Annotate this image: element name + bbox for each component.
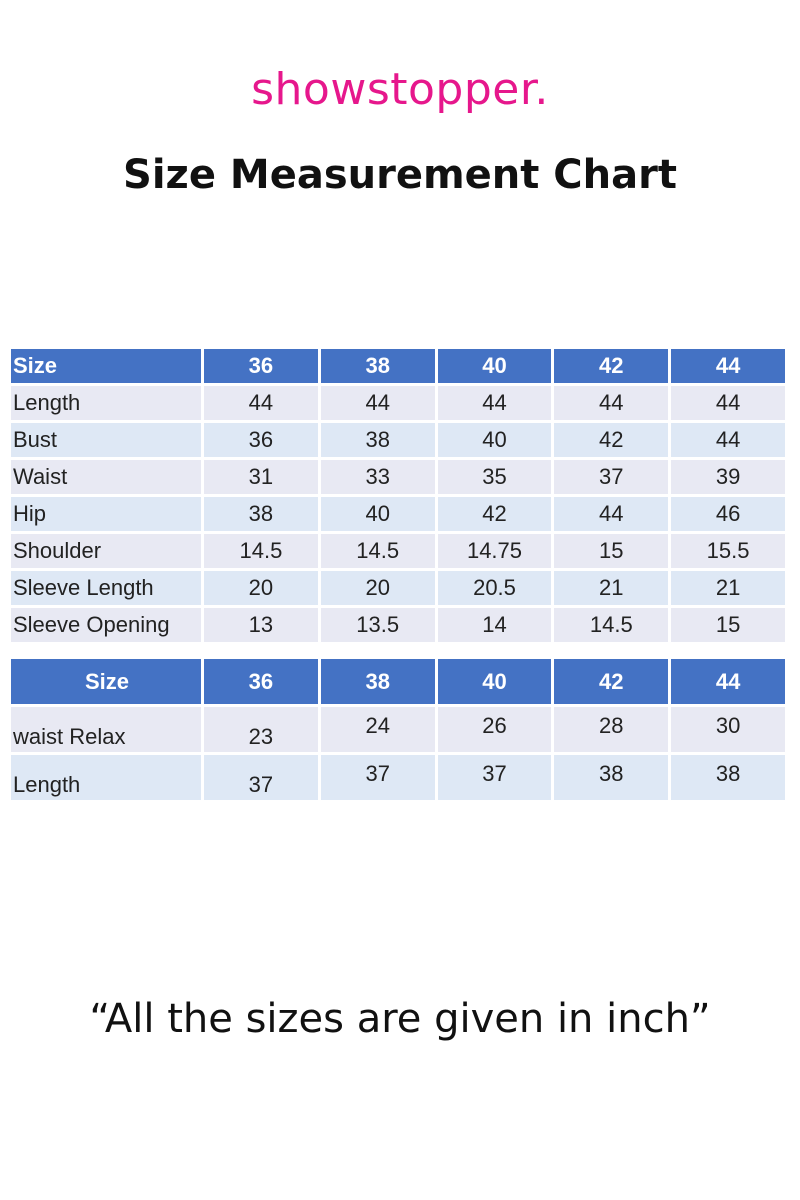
table-cell: 40 — [320, 497, 435, 531]
table-cell: 26 — [437, 707, 552, 752]
table-cell: 24 — [320, 707, 435, 752]
table-cell: 44 — [671, 659, 785, 704]
table-cell: 31 — [204, 460, 318, 494]
table-cell: 40 — [437, 423, 552, 457]
table-cell: 33 — [320, 460, 435, 494]
table-cell: 14.5 — [204, 534, 318, 568]
page-title: Size Measurement Chart — [123, 152, 677, 198]
table-header-row: Size 36 38 40 42 44 — [11, 659, 785, 704]
table-cell: 38 — [671, 755, 785, 800]
table-cell: 35 — [437, 460, 552, 494]
table-row: Sleeve Length 20 20 20.5 21 21 — [11, 571, 785, 605]
table-row: Hip 38 40 42 44 46 — [11, 497, 785, 531]
table-cell: 14.5 — [554, 608, 669, 642]
table-cell: 37 — [320, 755, 435, 800]
row-label: Bust — [11, 423, 201, 457]
row-label: Length — [11, 755, 201, 800]
table-cell: 38 — [320, 659, 435, 704]
row-label: Size — [11, 349, 201, 383]
table-cell: 38 — [320, 423, 435, 457]
table-cell: 20 — [320, 571, 435, 605]
brand-logo: showstopper. — [251, 64, 549, 115]
table-cell: 40 — [437, 659, 552, 704]
table-cell: 44 — [204, 386, 318, 420]
table-cell: 36 — [204, 349, 318, 383]
table-cell: 44 — [671, 386, 785, 420]
table-cell: 14.5 — [320, 534, 435, 568]
table-cell: 15 — [671, 608, 785, 642]
table-cell: 30 — [671, 707, 785, 752]
table-cell: 44 — [554, 497, 669, 531]
row-label: Waist — [11, 460, 201, 494]
table-cell: 38 — [554, 755, 669, 800]
table-cell: 38 — [320, 349, 435, 383]
row-label: Sleeve Length — [11, 571, 201, 605]
table-row: Length 44 44 44 44 44 — [11, 386, 785, 420]
table-cell: 46 — [671, 497, 785, 531]
row-label: Size — [11, 659, 201, 704]
row-label: Sleeve Opening — [11, 608, 201, 642]
table-row: Shoulder 14.5 14.5 14.75 15 15.5 — [11, 534, 785, 568]
table-cell: 23 — [204, 707, 318, 752]
table-cell: 42 — [554, 659, 669, 704]
table-cell: 40 — [437, 349, 552, 383]
table-cell: 44 — [320, 386, 435, 420]
table-cell: 37 — [204, 755, 318, 800]
table-cell: 44 — [437, 386, 552, 420]
table-cell: 42 — [554, 423, 669, 457]
table-cell: 44 — [671, 423, 785, 457]
table-cell: 44 — [671, 349, 785, 383]
table-cell: 20 — [204, 571, 318, 605]
table-row: waist Relax 23 24 26 28 30 — [11, 707, 785, 752]
table-cell: 21 — [671, 571, 785, 605]
table-row: Waist 31 33 35 37 39 — [11, 460, 785, 494]
row-label: Length — [11, 386, 201, 420]
table-cell: 39 — [671, 460, 785, 494]
table-cell: 14 — [437, 608, 552, 642]
table-header-row: Size 36 38 40 42 44 — [11, 349, 785, 383]
table-cell: 13.5 — [320, 608, 435, 642]
table-cell: 44 — [554, 386, 669, 420]
size-table-relax: Size 36 38 40 42 44 waist Relax 23 24 26 28 30 Lengt… — [8, 656, 788, 803]
table-cell: 37 — [554, 460, 669, 494]
table-cell: 37 — [437, 755, 552, 800]
table-cell: 42 — [554, 349, 669, 383]
table-row: Length 37 37 37 38 38 — [11, 755, 785, 800]
table-cell: 14.75 — [437, 534, 552, 568]
table-cell: 36 — [204, 659, 318, 704]
table-cell: 15 — [554, 534, 669, 568]
table-row: Bust 36 38 40 42 44 — [11, 423, 785, 457]
row-label: waist Relax — [11, 707, 201, 752]
table-cell: 15.5 — [671, 534, 785, 568]
table-row: Sleeve Opening 13 13.5 14 14.5 15 — [11, 608, 785, 642]
table-cell: 20.5 — [437, 571, 552, 605]
table-cell: 42 — [437, 497, 552, 531]
size-table-main: Size 36 38 40 42 44 Length 44 44 44 44 44 Bust 36 38 40… — [8, 346, 788, 645]
table-cell: 38 — [204, 497, 318, 531]
table-cell: 36 — [204, 423, 318, 457]
units-note: “All the sizes are given in inch” — [89, 996, 711, 1042]
row-label: Hip — [11, 497, 201, 531]
row-label: Shoulder — [11, 534, 201, 568]
table-cell: 21 — [554, 571, 669, 605]
table-cell: 28 — [554, 707, 669, 752]
table-cell: 13 — [204, 608, 318, 642]
